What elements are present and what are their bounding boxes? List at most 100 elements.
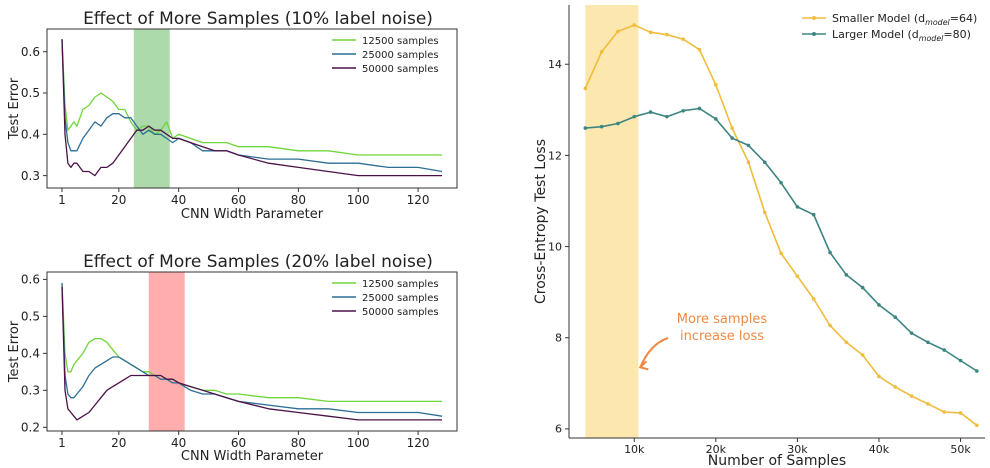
chart-title: Effect of More Samples (10% label noise) <box>83 9 433 29</box>
data-point <box>926 340 930 345</box>
data-point <box>583 126 588 130</box>
data-point <box>844 273 849 277</box>
x-tick-label: 20k <box>706 443 727 456</box>
data-point <box>648 110 653 114</box>
x-axis-label: CNN Width Parameter <box>181 207 324 222</box>
data-point <box>762 160 767 165</box>
data-point <box>599 50 604 54</box>
series-line-2 <box>61 39 442 177</box>
data-point <box>795 205 800 209</box>
data-point <box>909 394 914 398</box>
annotation-arrowhead <box>638 360 649 371</box>
data-point <box>697 47 702 52</box>
legend-label-0: 12500 samples <box>362 36 439 47</box>
data-point <box>958 411 963 415</box>
data-point <box>730 136 734 140</box>
y-tick-label: 10 <box>548 240 562 253</box>
data-point <box>746 160 751 165</box>
data-point <box>860 353 865 357</box>
x-axis-label: Number of Samples <box>708 453 846 468</box>
x-tick-label: 1 <box>58 436 66 450</box>
y-tick-label: 0.2 <box>21 421 40 435</box>
y-tick-label: 0.3 <box>21 169 40 183</box>
legend-marker-0 <box>812 16 816 20</box>
chart-cross-entropy-loss: 10k 20k 30k 40k 50k 6 8 10 12 14 Number of Samples… <box>533 5 985 468</box>
series-line-2 <box>61 286 442 421</box>
legend-label-1: 25000 samples <box>362 50 439 61</box>
x-tick-label: 100 <box>347 436 370 450</box>
data-point <box>828 323 832 328</box>
x-tick-label: 10k <box>624 443 645 456</box>
annotation-arrow <box>639 337 669 368</box>
data-point <box>681 108 685 113</box>
data-point <box>958 358 963 363</box>
legend-label-2: 50000 samples <box>362 307 439 318</box>
x-tick-label: 20 <box>111 436 126 450</box>
legend-label-1: Larger Model (dmodel=80) <box>832 28 971 43</box>
data-point <box>779 251 783 256</box>
data-point <box>648 30 653 35</box>
data-point <box>811 212 816 217</box>
highlight-band <box>133 29 170 188</box>
x-tick-label: 40k <box>869 443 890 456</box>
data-point <box>714 117 718 121</box>
data-point <box>926 402 930 406</box>
x-tick-label: 60 <box>231 436 246 450</box>
y-tick-label: 0.5 <box>21 310 40 324</box>
x-tick-label: 100 <box>347 193 370 207</box>
legend-label-2: 50000 samples <box>362 64 439 75</box>
data-point <box>893 385 898 389</box>
data-point <box>697 106 702 111</box>
data-point <box>909 331 914 335</box>
data-point <box>632 23 637 27</box>
legend-label-0: Smaller Model (dmodel=64) <box>832 12 977 27</box>
data-point <box>877 374 881 379</box>
y-tick-label: 0.6 <box>21 273 40 287</box>
annotation-line-2: increase loss <box>680 329 764 344</box>
annotation-line-1: More samples <box>677 312 768 327</box>
legend-marker-1 <box>812 32 816 36</box>
x-tick-label: 1 <box>58 193 66 207</box>
x-axis-label: CNN Width Parameter <box>181 449 324 464</box>
data-point <box>828 250 832 255</box>
series-line-1 <box>61 39 443 173</box>
data-point <box>632 114 637 119</box>
x-tick-label: 50k <box>950 443 971 456</box>
data-point <box>616 121 620 126</box>
data-point <box>583 86 588 91</box>
y-tick-label: 0.5 <box>21 86 40 100</box>
data-point <box>730 126 734 130</box>
data-point <box>860 285 865 290</box>
chart-title: Effect of More Samples (20% label noise) <box>83 252 433 272</box>
y-tick-label: 0.4 <box>21 128 40 142</box>
x-tick-label: 40 <box>171 193 186 207</box>
y-tick-label: 12 <box>548 149 562 162</box>
series-line-0 <box>61 283 442 403</box>
x-tick-label: 120 <box>407 436 430 450</box>
data-point <box>762 210 767 215</box>
data-point <box>714 82 718 87</box>
y-tick-label: 14 <box>548 58 562 71</box>
highlight-band <box>148 272 185 431</box>
data-point <box>893 315 898 320</box>
plot-frame <box>46 28 458 189</box>
data-point <box>942 348 947 352</box>
data-point <box>779 180 783 185</box>
data-point <box>746 143 751 148</box>
data-point <box>877 303 881 307</box>
y-tick-label: 0.4 <box>21 347 40 361</box>
y-axis-label: Cross-Entropy Test Loss <box>533 139 549 304</box>
data-point <box>599 124 604 129</box>
legend-label-1: 25000 samples <box>362 293 439 304</box>
data-point <box>795 274 800 278</box>
x-tick-label: 20 <box>111 193 126 207</box>
plot-frame <box>46 271 458 432</box>
data-point <box>665 32 669 37</box>
data-point <box>811 297 816 301</box>
data-point <box>975 369 979 373</box>
data-point <box>681 37 685 41</box>
y-tick-label: 6 <box>555 423 562 436</box>
y-axis-label: Test Error <box>7 320 22 383</box>
